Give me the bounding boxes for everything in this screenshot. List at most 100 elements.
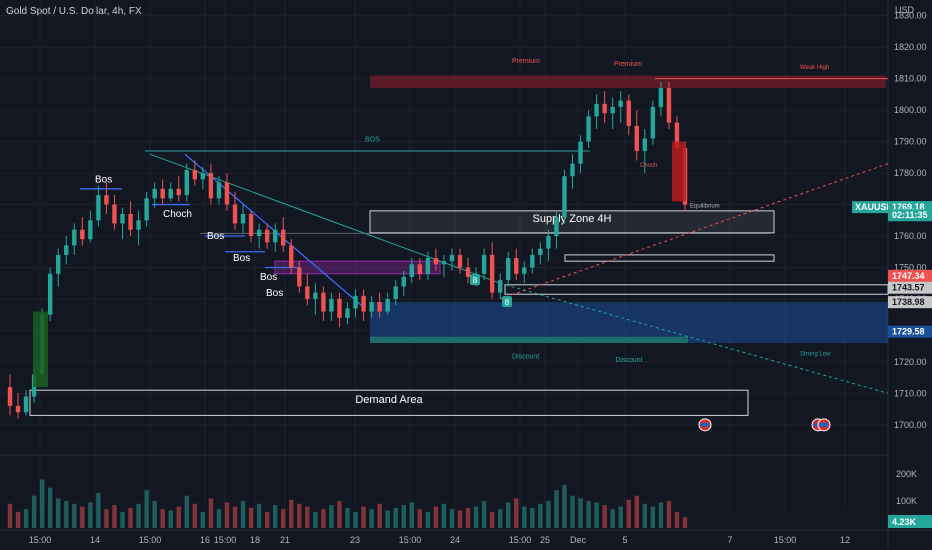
volume-last-tag [888, 515, 932, 528]
signal-badge-label: 8 [505, 298, 510, 307]
volume-bar [393, 507, 398, 528]
volume-bar [313, 511, 318, 528]
candle-body [586, 116, 591, 142]
x-tick-label: 15:00 [29, 535, 52, 545]
volume-bar [88, 502, 93, 528]
candle-body [449, 254, 455, 262]
volume-bar [216, 509, 222, 528]
annotation-label: Strong Low [800, 352, 831, 358]
volume-bar [168, 510, 173, 528]
x-tick-label: 15:00 [509, 535, 532, 545]
zone-supply-zone-4h [369, 210, 775, 234]
candle-body [289, 245, 294, 268]
annotation-label: Weak High [800, 65, 829, 71]
volume-bar [47, 487, 53, 528]
volume-bar [626, 499, 631, 528]
volume-bar [321, 509, 326, 528]
annotation-label: Premium [512, 58, 540, 65]
y-tick-label: 1820.00 [894, 42, 927, 52]
y-tick-label: 1760.00 [894, 231, 927, 241]
zone-discount [370, 302, 888, 344]
volume-bar [289, 499, 294, 528]
candle-body [232, 204, 238, 224]
candle-body [240, 213, 246, 224]
x-tick-label: 21 [280, 535, 290, 545]
candle-body [305, 286, 310, 299]
candle-body [401, 276, 406, 287]
volume-bar [264, 511, 270, 528]
candle-body [481, 254, 487, 274]
candle-body [506, 258, 511, 281]
volume-bar [377, 503, 382, 528]
volume-bar [31, 495, 37, 528]
candle-body [554, 217, 559, 237]
candle-body [184, 169, 189, 196]
zone-premium [370, 75, 886, 89]
equilibrium-line [200, 232, 770, 234]
x-tick-label: Dec [570, 535, 587, 545]
volume-bar [514, 498, 519, 528]
volume-bar [329, 505, 334, 528]
zone-demand-area [29, 389, 749, 416]
supply-sub-box [564, 254, 775, 262]
volume-bar [610, 509, 615, 528]
candle-body [176, 188, 181, 196]
volume-bar [522, 506, 527, 528]
candle-body [385, 298, 390, 312]
zone-label: Discount [615, 357, 642, 364]
price-tag-label: 02:11:35 [892, 210, 928, 220]
candle-body [272, 229, 278, 243]
candle-body [337, 298, 342, 318]
y-tick-label: 1830.00 [894, 11, 927, 21]
volume-bar [457, 510, 463, 528]
volume-bar [586, 501, 591, 528]
volume-tick-label: 200K [896, 469, 917, 479]
y-tick-label: 1750.00 [894, 262, 927, 272]
candle-body [96, 195, 101, 221]
volume-bar [369, 509, 374, 528]
price-tag-label: 1747.34 [892, 271, 925, 281]
volume-bar [128, 507, 133, 528]
candle-body [642, 138, 648, 152]
candle-body [88, 220, 93, 240]
candle-body [578, 141, 583, 164]
candle-body [160, 188, 165, 199]
volume-bar [224, 502, 230, 528]
event-flag-inner [701, 422, 709, 427]
y-tick-label: 1710.00 [894, 388, 927, 398]
breakout-block [33, 311, 48, 388]
y-tick-label: 1720.00 [894, 357, 927, 367]
volume-bar [353, 511, 358, 528]
volume-bar [650, 506, 656, 528]
volume-bar [554, 490, 559, 528]
candle-body [618, 100, 623, 107]
price-tag [888, 269, 932, 282]
candle-body [602, 103, 607, 114]
volume-bar [618, 506, 623, 528]
y-tick-label: 1790.00 [894, 137, 927, 147]
candle-body [345, 308, 350, 318]
candle-body [674, 122, 680, 148]
currency-label: USD [895, 5, 915, 15]
discount-edge [370, 336, 688, 344]
volume-bar [497, 509, 503, 528]
x-tick-label: 18 [250, 535, 260, 545]
volume-bar [674, 511, 680, 528]
candle-body [465, 267, 471, 277]
candle-body [425, 258, 431, 274]
y-tick-label: 1700.00 [894, 420, 927, 430]
volume-last-label: 4.23K [892, 517, 917, 527]
candle-body [538, 248, 543, 255]
trendline-red [499, 163, 889, 300]
candle-body [441, 261, 447, 265]
volume-bar [39, 479, 45, 528]
volume-bar [72, 503, 77, 528]
x-tick-label: 5 [622, 535, 627, 545]
candle-body [634, 125, 639, 152]
volume-bar [409, 502, 414, 528]
volume-bar [297, 503, 302, 528]
x-tick-label: 16 [200, 535, 210, 545]
volume-bar [104, 509, 109, 528]
x-tick-label: 15:00 [774, 535, 797, 545]
